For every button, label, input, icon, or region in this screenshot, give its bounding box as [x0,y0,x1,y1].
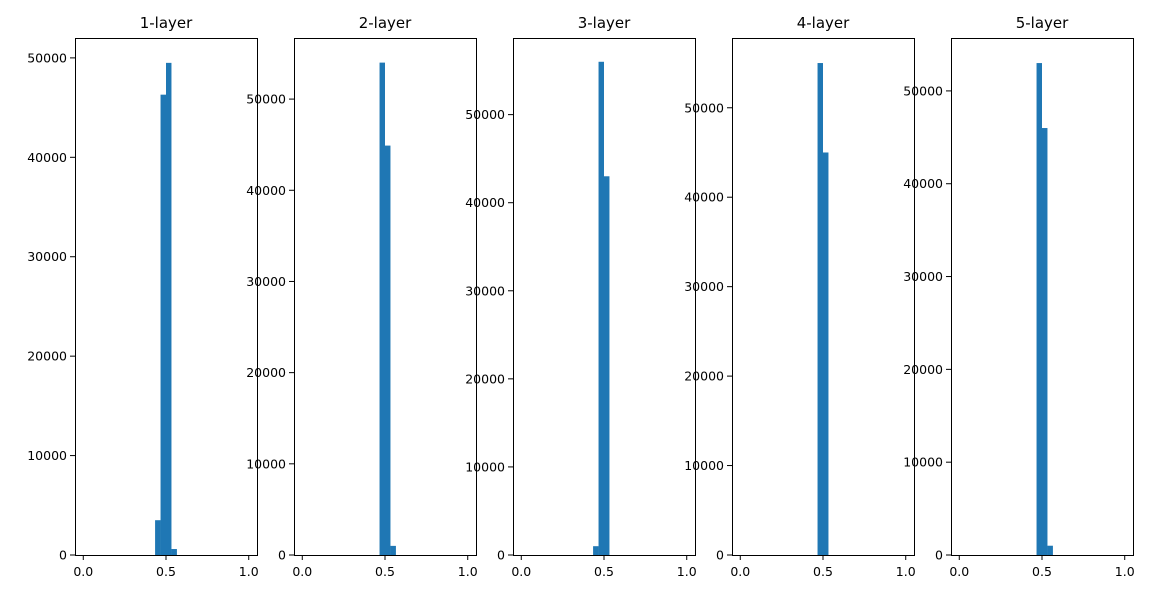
y-tick-label: 40000 [246,183,286,198]
histogram-bar [385,145,391,555]
y-tick-label: 30000 [465,283,505,298]
x-tick-label: 0.5 [1032,564,1052,579]
histogram-bar [817,63,823,555]
histogram-bar [1036,63,1042,556]
y-tick-label: 0 [497,548,505,563]
y-tick-label: 0 [59,548,67,563]
y-tick-label: 30000 [246,274,286,289]
y-tick-label: 20000 [903,362,943,377]
histogram-bar [171,549,177,555]
x-tick-label: 0.5 [156,564,176,579]
y-tick-label: 10000 [684,458,724,473]
histogram-bar [390,545,396,555]
histogram-bar [598,61,604,555]
panel-3: 3-layer 0.0 0.5 1.0 0 10000 20000 30000 40000 50… [465,14,696,579]
y-tick-label: 50000 [903,83,943,98]
y-tick-label: 30000 [684,279,724,294]
panel-title: 1-layer [140,14,193,32]
y-tick-label: 50000 [465,107,505,122]
panel-2: 2-layer 0.0 0.5 1.0 0 10000 20000 30000 40000 50… [246,14,477,579]
panel-title: 5-layer [1016,14,1069,32]
histogram-bar [160,94,166,556]
x-tick-label: 0.5 [594,564,614,579]
y-tick-label: 0 [278,548,286,563]
x-tick-label: 0.0 [949,564,969,579]
histogram-bar [166,62,172,556]
x-tick-label: 0.0 [730,564,750,579]
x-tick-label: 1.0 [896,564,916,579]
x-tick-label: 1.0 [1115,564,1135,579]
x-tick-label: 0.5 [375,564,395,579]
y-tick-label: 50000 [246,92,286,107]
panel-5: 5-layer 0.0 0.5 1.0 0 10000 20000 30000 40000 50… [903,14,1134,579]
x-tick-label: 1.0 [458,564,478,579]
y-tick-label: 40000 [27,150,67,165]
y-tick-label: 40000 [684,190,724,205]
y-tick-label: 40000 [465,195,505,210]
histogram-bar [1042,128,1048,555]
panel-title: 3-layer [578,14,631,32]
histogram-bar [1047,545,1053,555]
x-tick-label: 1.0 [677,564,697,579]
histogram-bar [823,152,829,556]
histogram-bar [593,546,599,555]
histogram-bar [155,520,161,555]
y-tick-label: 20000 [465,371,505,386]
x-tick-label: 1.0 [239,564,259,579]
y-tick-label: 10000 [27,448,67,463]
histogram-bar [604,176,610,555]
panel-1: 1-layer 0.0 0.5 1.0 0 10000 20000 30000 40000 50… [27,14,258,579]
y-tick-label: 20000 [27,349,67,364]
panel-4: 4-layer 0.0 0.5 1.0 0 10000 20000 30000 40000 50… [684,14,915,579]
x-tick-label: 0.5 [813,564,833,579]
y-tick-label: 0 [716,548,724,563]
y-tick-label: 20000 [246,365,286,380]
histogram-bar [379,62,385,556]
x-tick-label: 0.0 [511,564,531,579]
y-tick-label: 10000 [465,459,505,474]
y-tick-label: 10000 [246,456,286,471]
y-tick-label: 50000 [684,100,724,115]
y-tick-label: 10000 [903,455,943,470]
y-tick-label: 0 [935,548,943,563]
panel-title: 2-layer [359,14,412,32]
x-tick-label: 0.0 [73,564,93,579]
y-tick-label: 50000 [27,50,67,65]
y-tick-label: 20000 [684,369,724,384]
y-tick-label: 30000 [27,249,67,264]
x-tick-label: 0.0 [292,564,312,579]
y-tick-label: 40000 [903,176,943,191]
panel-title: 4-layer [797,14,850,32]
y-tick-label: 30000 [903,269,943,284]
